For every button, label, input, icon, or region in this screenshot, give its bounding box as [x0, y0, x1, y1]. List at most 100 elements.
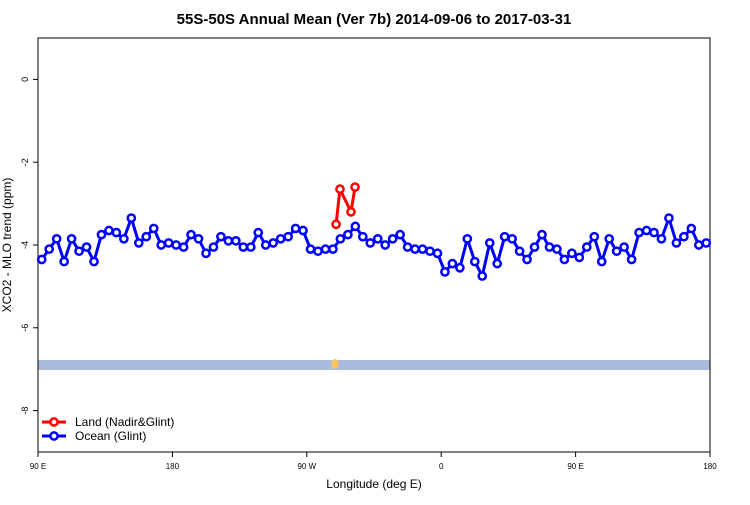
data-point: [693, 240, 704, 250]
data-point: [216, 231, 226, 242]
data-point: [477, 271, 488, 281]
data-point: [245, 242, 256, 252]
x-tick-label: 0: [439, 462, 444, 471]
x-tick-label: 90 E: [567, 462, 583, 471]
data-point: [186, 229, 196, 240]
data-point: [507, 233, 517, 244]
legend-marker: [49, 417, 59, 427]
mask-band: [38, 360, 710, 370]
data-point: [701, 238, 712, 248]
data-point: [231, 236, 241, 246]
data-point: [208, 242, 219, 252]
data-point: [469, 256, 480, 267]
data-point: [36, 254, 47, 265]
data-point: [350, 221, 361, 232]
mask-land: [331, 359, 339, 369]
data-point: [163, 238, 174, 248]
data-point: [201, 248, 211, 259]
data-point: [119, 233, 129, 244]
legend-item: Ocean (Glint): [42, 429, 146, 443]
data-point: [417, 244, 428, 254]
data-point: [671, 238, 682, 248]
data-point: [96, 229, 107, 240]
y-tick-label: 0: [20, 77, 30, 82]
data-point: [44, 244, 55, 254]
data-point: [141, 231, 152, 242]
data-point: [290, 223, 301, 234]
y-tick-label: -2: [20, 158, 30, 166]
data-point: [313, 246, 323, 257]
data-point: [380, 240, 391, 250]
data-point: [649, 227, 659, 238]
legend-label: Land (Nadir&Glint): [75, 415, 174, 429]
data-point: [253, 227, 264, 238]
data-point: [619, 242, 629, 252]
data-point: [567, 248, 577, 259]
data-point: [462, 233, 473, 244]
data-point: [455, 262, 465, 273]
data-point: [343, 229, 353, 240]
data-point: [664, 213, 674, 223]
x-tick-label: 90 W: [297, 462, 316, 471]
data-point: [604, 233, 615, 244]
data-point: [387, 233, 398, 244]
data-point: [89, 256, 99, 267]
y-tick-label: -6: [20, 324, 30, 332]
data-point: [111, 227, 122, 238]
data-point: [148, 223, 159, 234]
data-point: [59, 256, 69, 267]
data-point: [66, 233, 77, 244]
data-point: [178, 242, 189, 252]
data-point: [552, 244, 562, 254]
data-point: [283, 231, 293, 242]
data-point: [372, 233, 383, 244]
data-point: [641, 225, 652, 236]
data-point: [589, 231, 600, 242]
data-point: [559, 254, 570, 265]
data-point: [425, 246, 435, 257]
data-point: [104, 225, 114, 236]
data-point: [133, 238, 144, 248]
data-point: [268, 238, 279, 248]
data-point: [350, 182, 360, 192]
data-point: [544, 242, 555, 252]
data-point: [537, 229, 547, 240]
data-point: [171, 240, 181, 250]
data-point: [51, 233, 62, 244]
data-point: [238, 242, 249, 252]
y-axis-label: XCO2 - MLO trend (ppm): [0, 178, 14, 313]
data-point: [320, 244, 331, 254]
series-line: [334, 183, 357, 225]
data-point: [514, 246, 525, 257]
y-tick-label: -8: [20, 407, 30, 415]
data-point: [440, 267, 450, 277]
data-point: [126, 213, 137, 223]
chart-title: 55S-50S Annual Mean (Ver 7b) 2014-09-06 …: [177, 11, 572, 28]
data-point: [402, 242, 413, 252]
data-point: [484, 238, 495, 248]
data-point: [611, 246, 622, 257]
x-tick-label: 180: [166, 462, 180, 471]
data-point: [260, 240, 271, 250]
data-point: [223, 236, 234, 246]
data-point: [679, 231, 689, 242]
data-point: [581, 242, 592, 252]
data-point: [499, 231, 510, 242]
data-point: [522, 254, 532, 265]
data-point: [81, 242, 92, 252]
data-point: [346, 207, 356, 217]
x-tick-label: 180: [703, 462, 717, 471]
data-point: [357, 231, 368, 242]
data-point: [686, 223, 697, 234]
data-point: [328, 244, 338, 254]
data-point: [529, 242, 540, 252]
data-point: [447, 258, 458, 269]
data-point: [331, 219, 341, 230]
data-point: [656, 233, 667, 244]
legend-item: Land (Nadir&Glint): [42, 415, 174, 429]
data-point: [275, 233, 286, 244]
data-point: [298, 225, 308, 236]
data-point: [365, 238, 376, 248]
